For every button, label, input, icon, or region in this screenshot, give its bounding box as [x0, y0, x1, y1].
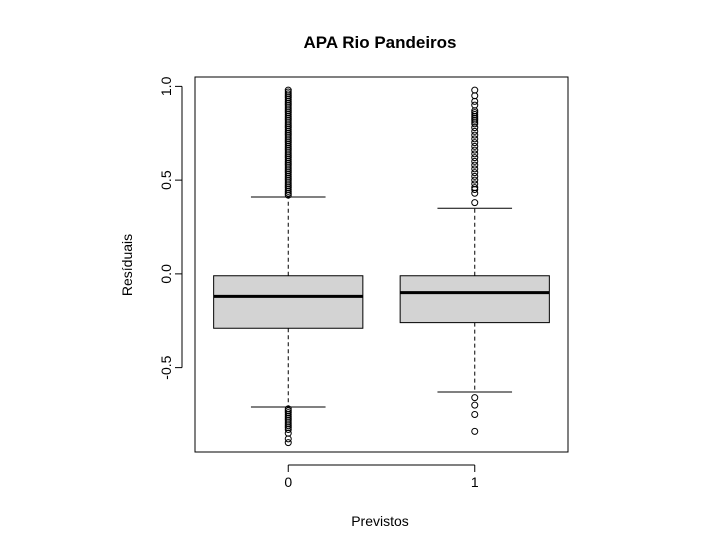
- box-iqr: [399, 275, 550, 324]
- outlier-point: [471, 127, 479, 135]
- chart-title: APA Rio Pandeiros: [303, 33, 456, 52]
- y-tick-label: 1.0: [158, 76, 174, 96]
- outlier-point: [284, 429, 292, 437]
- outlier-point: [471, 165, 479, 173]
- outlier-point: [284, 88, 292, 96]
- box-group-1: [399, 86, 550, 435]
- outlier-point: [471, 401, 479, 409]
- outlier-point: [471, 411, 479, 418]
- outlier-point: [471, 180, 479, 188]
- y-axis: 1.0 0.5 0.0 -0.5: [158, 76, 183, 380]
- outlier-point: [471, 101, 479, 109]
- box-group-0: [213, 86, 364, 447]
- outlier-point: [284, 426, 292, 433]
- x-tick-label: 0: [284, 474, 292, 490]
- outlier-point: [471, 394, 479, 402]
- outlier-point: [471, 172, 479, 180]
- outlier-point: [471, 92, 479, 100]
- outlier-point: [284, 439, 292, 447]
- outlier-point: [471, 142, 479, 150]
- outlier-point: [471, 150, 479, 158]
- outlier-point: [284, 422, 292, 430]
- outlier-point: [284, 86, 292, 94]
- outlier-point: [471, 135, 479, 143]
- outlier-point: [471, 184, 479, 192]
- box-iqr: [213, 275, 364, 329]
- y-tick-label: 0.0: [158, 264, 174, 284]
- y-tick-label: -0.5: [158, 355, 174, 379]
- outlier-point: [471, 86, 479, 94]
- outlier-point: [471, 146, 479, 154]
- outlier-point: [284, 90, 292, 98]
- plot-frame: [194, 76, 569, 453]
- outlier-point: [471, 97, 479, 105]
- outlier-point: [471, 109, 479, 117]
- y-axis-label: Resíduais: [119, 234, 135, 296]
- outlier-point: [471, 157, 479, 165]
- outlier-point: [471, 154, 479, 162]
- outlier-point: [471, 111, 479, 118]
- boxes-group: [213, 86, 550, 447]
- y-tick-label: 0.5: [158, 170, 174, 190]
- outlier-point: [471, 169, 479, 177]
- x-axis-label: Previstos: [351, 513, 409, 529]
- outlier-point: [471, 176, 479, 184]
- x-tick-label: 1: [471, 474, 479, 490]
- outlier-point: [471, 139, 479, 147]
- outlier-point: [471, 161, 479, 169]
- outlier-point: [284, 435, 292, 443]
- outlier-point: [471, 131, 479, 139]
- outlier-point: [471, 199, 479, 207]
- outlier-point: [471, 427, 479, 435]
